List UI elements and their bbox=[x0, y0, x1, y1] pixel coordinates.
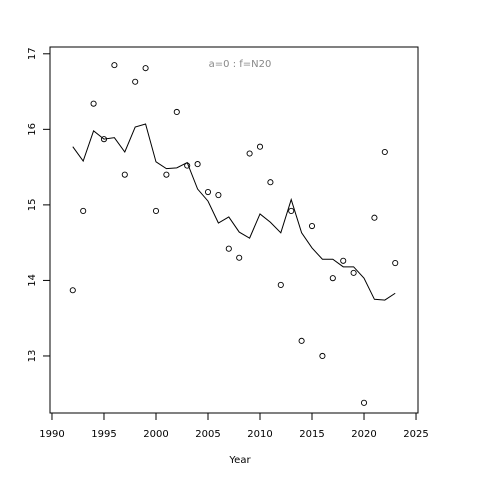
y-tick-label: 14 bbox=[27, 274, 38, 287]
plot-frame bbox=[49, 46, 419, 414]
data-point bbox=[80, 207, 87, 214]
data-point bbox=[236, 254, 243, 261]
x-tick-label: 2015 bbox=[299, 429, 324, 440]
data-point bbox=[225, 245, 232, 252]
trend-line bbox=[72, 123, 396, 301]
data-point bbox=[288, 207, 295, 214]
data-point bbox=[392, 259, 399, 267]
y-tick-label: 16 bbox=[27, 123, 38, 136]
data-point bbox=[194, 161, 201, 168]
data-point bbox=[121, 171, 128, 178]
x-tick-label: 2025 bbox=[403, 429, 428, 440]
data-point bbox=[256, 143, 264, 150]
data-point bbox=[90, 100, 97, 107]
data-point bbox=[371, 214, 378, 221]
data-point bbox=[319, 352, 326, 360]
data-point bbox=[69, 287, 76, 294]
data-point bbox=[329, 275, 336, 282]
y-tick-label: 13 bbox=[27, 350, 38, 363]
data-point bbox=[381, 148, 388, 156]
data-point bbox=[277, 281, 284, 289]
x-tick-label: 2010 bbox=[247, 429, 272, 440]
y-tick-label: 17 bbox=[27, 47, 38, 60]
annotation: a=0 : f=N20 bbox=[209, 59, 272, 70]
data-point bbox=[246, 150, 253, 157]
y-tick-label: 15 bbox=[27, 199, 38, 212]
x-axis-label: Year bbox=[228, 455, 251, 466]
x-tick-label: 2020 bbox=[351, 429, 376, 440]
data-point bbox=[163, 171, 170, 178]
data-point bbox=[308, 222, 316, 230]
x-tick-label: 2000 bbox=[143, 429, 168, 440]
data-point bbox=[267, 179, 274, 186]
data-point bbox=[204, 188, 212, 196]
data-point bbox=[298, 337, 305, 344]
data-point bbox=[350, 269, 357, 276]
data-point bbox=[111, 62, 118, 69]
data-point bbox=[142, 65, 149, 72]
x-tick-label: 2005 bbox=[195, 429, 220, 440]
data-point bbox=[340, 257, 347, 264]
data-point bbox=[132, 78, 139, 85]
x-tick-label: 1990 bbox=[39, 429, 64, 440]
x-tick-label: 1995 bbox=[91, 429, 116, 440]
data-point bbox=[152, 207, 160, 214]
data-point bbox=[360, 399, 368, 406]
data-point bbox=[215, 192, 222, 199]
data-point bbox=[173, 108, 180, 116]
